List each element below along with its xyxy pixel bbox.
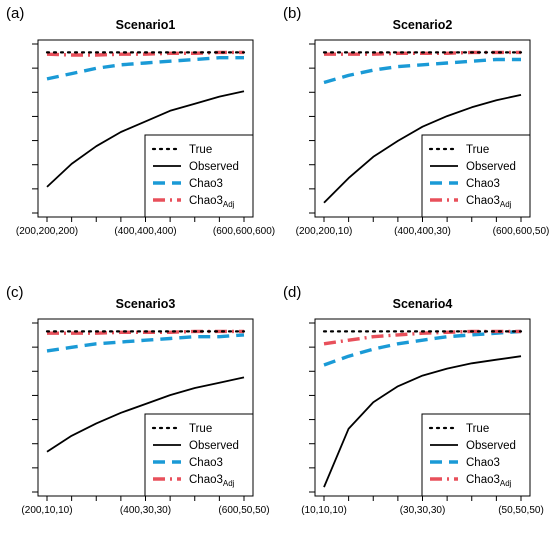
x-tick-label: (10,10,10): [301, 505, 347, 516]
chart-title: Scenario2: [393, 18, 453, 32]
series-line-chao3: [324, 60, 521, 83]
x-tick-label: (600,600,600): [213, 226, 275, 237]
panel-label: (d): [283, 284, 301, 301]
legend-label: True: [466, 423, 489, 435]
chart-panel: (d) Scenario4 (10,10,10) (30,30,30) (50,50,5…: [283, 284, 544, 516]
legend-label-subscript: Adj: [223, 479, 235, 488]
panel-label: (c): [6, 284, 24, 301]
chart-title: Scenario3: [116, 297, 176, 311]
legend-label: True: [466, 144, 489, 156]
legend-label: Chao3: [189, 178, 223, 190]
legend-label: True: [189, 423, 212, 435]
legend-label: Chao3: [466, 178, 500, 190]
x-tick-label: (200,10,10): [21, 505, 72, 516]
x-tick-label: (200,200,200): [16, 226, 78, 237]
legend-label-subscript: Adj: [500, 200, 512, 209]
x-tick-label: (600,50,50): [218, 505, 269, 516]
x-tick-label: (400,400,30): [394, 226, 451, 237]
chart-panel: (b) Scenario2 (200,200,10) (400,400,30) (600…: [283, 5, 549, 237]
series-line-chao3: [47, 58, 244, 79]
legend-label: True: [189, 144, 212, 156]
x-tick-label: (50,50,50): [498, 505, 544, 516]
legend-label: Observed: [466, 440, 516, 452]
legend-label-subscript: Adj: [223, 200, 235, 209]
x-tick-label: (400,30,30): [120, 505, 171, 516]
legend-label-subscript: Adj: [500, 479, 512, 488]
legend-label: Chao3: [466, 457, 500, 469]
x-tick-label: (200,200,10): [296, 226, 353, 237]
legend-label: Observed: [466, 161, 516, 173]
chart-title: Scenario1: [116, 18, 176, 32]
panel-label: (b): [283, 5, 301, 22]
legend-label: Chao3: [189, 457, 223, 469]
panel-label: (a): [6, 5, 24, 22]
legend-label: Observed: [189, 440, 239, 452]
series-line-chao3: [47, 335, 244, 351]
chart-title: Scenario4: [393, 297, 453, 311]
chart-panel: (c) Scenario3 (200,10,10) (400,30,30) (600,5…: [6, 284, 270, 516]
x-tick-label: (30,30,30): [400, 505, 446, 516]
legend-label: Observed: [189, 161, 239, 173]
x-tick-label: (400,400,400): [114, 226, 176, 237]
x-tick-label: (600,600,50): [493, 226, 550, 237]
chart-panel: (a) Scenario1 (200,200,200) (400,400,400) (6…: [6, 5, 275, 237]
